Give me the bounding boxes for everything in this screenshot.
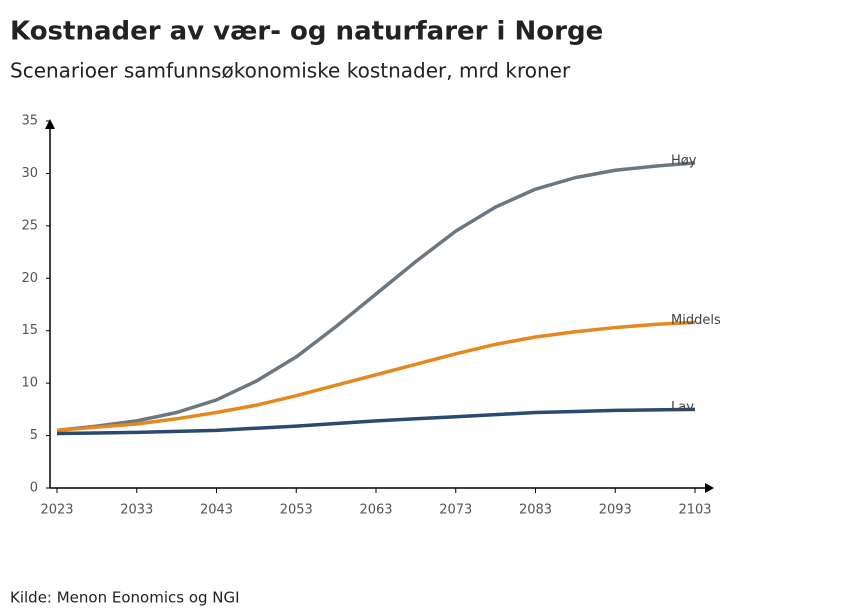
- x-tick-label: 2033: [120, 503, 153, 518]
- x-tick-label: 2083: [519, 503, 552, 518]
- y-tick-label: 30: [21, 166, 38, 181]
- y-tick-label: 15: [21, 323, 38, 338]
- source: Kilde: Menon Eonomics og NGI: [10, 589, 240, 607]
- chart-subtitle: Scenarioer samfunnsøkonomiske kostnader,…: [10, 59, 571, 83]
- chart-title: Kostnader av vær- og naturfarer i Norge: [10, 17, 603, 47]
- y-tick-label: 5: [30, 428, 38, 443]
- x-tick-label: 2073: [439, 503, 472, 518]
- x-tick-label: 2063: [359, 503, 392, 518]
- y-axis-arrow: [45, 119, 55, 129]
- x-tick-label: 2053: [280, 503, 313, 518]
- series-label: Høy: [671, 153, 697, 168]
- x-tick-label: 2023: [40, 503, 73, 518]
- y-tick-label: 10: [21, 376, 38, 391]
- series-line: [56, 407, 696, 436]
- y-tick-label: 20: [21, 271, 38, 286]
- x-tick-label: 2103: [678, 503, 711, 518]
- series-label: Middels: [671, 313, 721, 328]
- series-line: [56, 161, 696, 433]
- x-tick-label: 2093: [599, 503, 632, 518]
- y-tick-label: 0: [30, 481, 38, 496]
- x-axis-arrow: [705, 483, 714, 493]
- series-line: [56, 320, 696, 433]
- y-tick-label: 25: [21, 218, 38, 233]
- x-tick-label: 2043: [200, 503, 233, 518]
- y-tick-label: 35: [21, 114, 38, 129]
- series-label: Lav: [671, 400, 694, 415]
